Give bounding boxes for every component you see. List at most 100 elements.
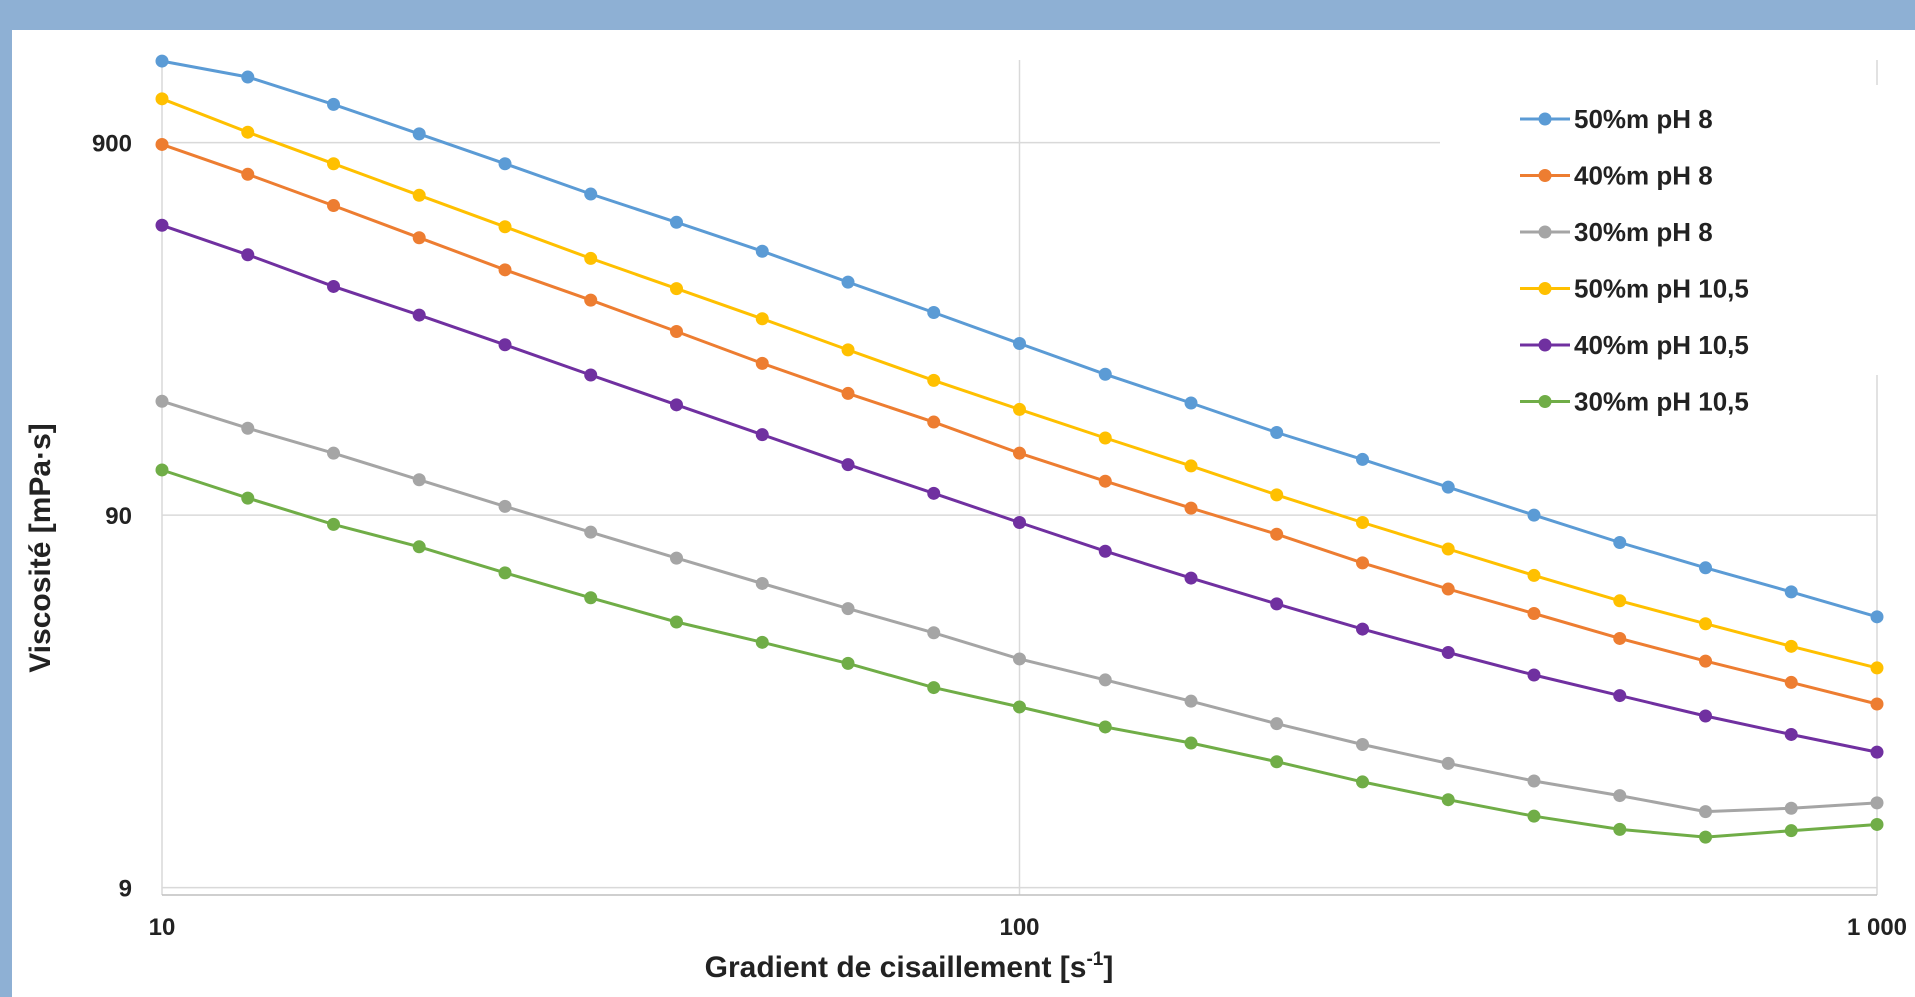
legend-marker [1538,112,1552,126]
data-point [1441,480,1455,494]
data-point [1784,801,1798,815]
data-point [498,338,512,352]
x-tick-label: 1 000 [1847,914,1907,941]
data-point [327,279,341,293]
legend: 50%m pH 8 40%m pH 8 30%m pH 8 50%m pH 10,5 4… [1440,85,1880,417]
data-point [1441,582,1455,596]
data-point [1184,736,1198,750]
legend-label: 30%m pH 8 [1574,217,1713,247]
data-point [927,681,941,695]
data-point [1098,431,1112,445]
data-point [241,167,255,181]
data-point [755,244,769,258]
series-1 [155,54,1884,624]
legend-item: 50%m pH 10,5 [1520,274,1749,304]
data-point [1013,402,1026,416]
data-point [1098,673,1112,687]
data-point [1527,809,1541,823]
data-point [1013,337,1026,351]
data-point [1356,452,1370,466]
data-point [241,125,255,139]
data-point [841,656,855,670]
data-point [841,343,855,357]
data-point [927,486,941,500]
data-point [412,473,426,487]
series-layer [155,54,1884,844]
series-5 [155,218,1884,759]
legend-background [1440,85,1880,375]
chart: 9 90 900 10 100 1 000 50%m pH 8 40%m pH 8 30%m… [24,54,1907,984]
data-point [584,251,598,265]
data-point [1270,597,1284,611]
data-point [1013,652,1026,666]
data-point [1184,694,1198,708]
legend-label: 40%m pH 8 [1574,161,1713,191]
data-point [155,394,169,408]
data-point [412,127,426,141]
data-point [327,97,341,111]
legend-marker [1538,169,1552,182]
data-point [1098,544,1112,558]
legend-label: 50%m pH 10,5 [1574,274,1749,304]
data-point [1784,585,1798,599]
x-axis-title-end: ] [1103,951,1113,984]
data-point [1527,508,1541,522]
data-point [1784,675,1798,689]
data-point [1527,668,1541,682]
x-tick-label: 10 [149,914,176,941]
data-point [841,602,855,616]
data-point [1699,830,1713,844]
y-tick-label: 90 [105,503,132,530]
data-point [841,386,855,400]
data-point [498,566,512,580]
data-point [1699,617,1713,631]
data-point [1356,775,1370,789]
data-point [1098,474,1112,488]
data-point [755,356,769,370]
series-4 [155,92,1884,675]
data-point [1613,535,1627,549]
legend-item: 40%m pH 10,5 [1520,330,1749,360]
data-point [755,428,769,442]
data-point [1441,646,1455,660]
data-point [1613,631,1627,645]
data-point [1270,717,1284,731]
data-point [927,305,941,319]
series-3 [155,394,1884,819]
data-point [498,220,512,234]
data-point [1270,755,1284,769]
data-point [1356,738,1370,752]
data-point [755,635,769,649]
data-point [1270,527,1284,541]
data-point [327,199,341,213]
legend-item: 30%m pH 8 [1520,217,1713,247]
data-point [927,373,941,387]
data-point [1098,367,1112,381]
data-point [1613,689,1627,703]
data-point [1527,568,1541,582]
data-point [1013,446,1026,460]
data-point [755,576,769,590]
data-point [1098,720,1112,734]
data-point [327,446,341,460]
data-point [241,421,255,435]
data-point [412,308,426,322]
data-point [1870,610,1884,624]
legend-item: 40%m pH 8 [1520,161,1713,191]
legend-label: 50%m pH 8 [1574,104,1713,134]
x-tick-label: 100 [999,914,1039,941]
data-point [1784,824,1798,838]
data-point [1870,661,1884,675]
data-point [1184,459,1198,473]
legend-item: 30%m pH 10,5 [1520,387,1749,417]
data-point [498,263,512,277]
data-point [327,517,341,531]
data-point [755,312,769,326]
data-point [1270,426,1284,440]
data-point [1184,396,1198,410]
series-2 [155,137,1884,711]
data-point [584,187,598,201]
data-point [584,368,598,382]
data-point [412,188,426,202]
data-point [412,231,426,245]
